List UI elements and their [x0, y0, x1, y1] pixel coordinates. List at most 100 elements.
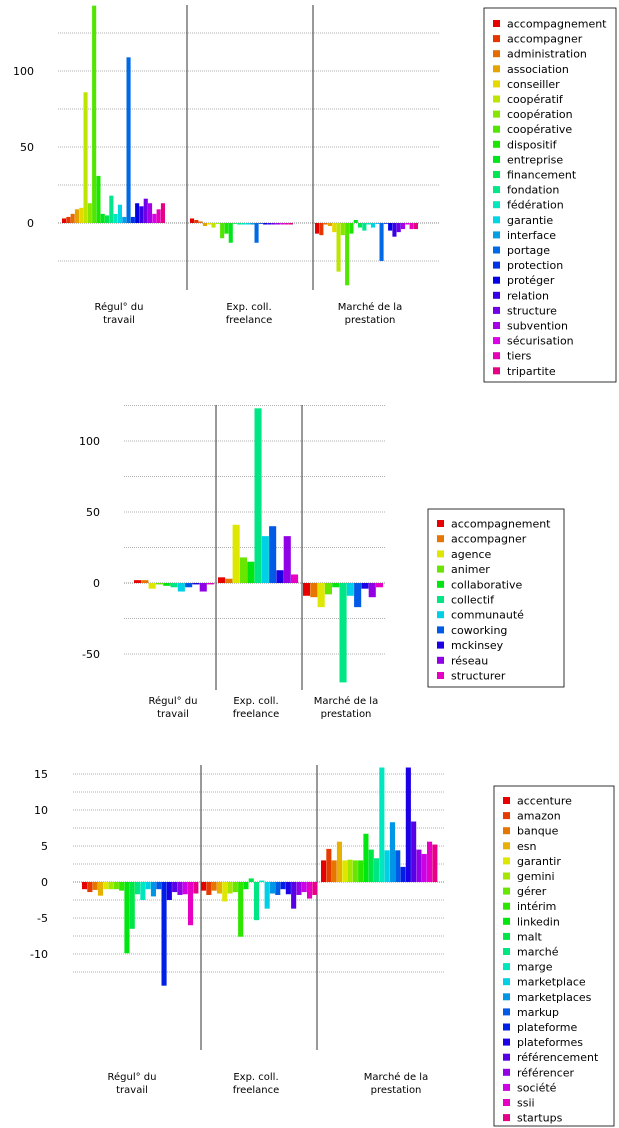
legend-swatch — [437, 550, 444, 558]
bar-accompagner — [66, 216, 71, 223]
legend-entry: coopérative — [507, 123, 572, 136]
bar-marché — [254, 882, 260, 921]
bar-accompagner — [225, 578, 233, 583]
bar-accompagner — [319, 223, 324, 236]
bar-malt — [248, 878, 254, 882]
bar-gemini — [227, 882, 233, 894]
bar-marché — [135, 882, 141, 895]
legend-entry: plateformes — [517, 1036, 583, 1049]
bar-markup — [275, 882, 281, 895]
legend-swatch — [503, 842, 510, 850]
bar-référencement — [411, 821, 417, 882]
bar-accenture — [321, 860, 327, 882]
bar-conseiller — [79, 207, 84, 223]
bar-financement — [105, 215, 110, 223]
bar-administration — [323, 223, 328, 225]
bar-plateforme — [161, 882, 167, 986]
legend-entry: amazon — [517, 810, 561, 823]
legend-entry: réseau — [451, 654, 488, 667]
legend-entry: intérim — [517, 900, 556, 913]
bar-réseau — [368, 583, 376, 598]
bar-dispositif — [224, 223, 229, 234]
bar-coopératif — [83, 92, 88, 223]
legend-entry: accenture — [517, 795, 572, 808]
legend-entry: marge — [517, 961, 553, 974]
group-label: Marché de la — [314, 695, 378, 707]
bar-structure — [271, 223, 276, 225]
bar-linkedin — [124, 882, 130, 954]
group-label: freelance — [226, 315, 273, 326]
legend-entry: linkedin — [517, 915, 560, 928]
bar-protection — [383, 223, 388, 224]
bar-accompagnement — [134, 580, 142, 583]
bar-markup — [156, 882, 162, 890]
legend-swatch — [437, 520, 444, 527]
legend-entry: coopération — [507, 108, 573, 121]
legend-entry: garantie — [507, 214, 553, 227]
legend-entry: structurer — [451, 670, 506, 683]
group-label: prestation — [371, 1085, 422, 1096]
bar-sécurisation — [405, 223, 410, 225]
bar-structurer — [291, 574, 299, 583]
legend-swatch — [503, 932, 510, 940]
bar-coopératif — [336, 223, 341, 272]
legend-swatch — [503, 902, 510, 910]
bar-interface — [250, 223, 255, 225]
bar-collectif — [170, 583, 178, 588]
bar-garantie — [370, 223, 375, 228]
y-tick-label: 15 — [34, 768, 48, 781]
legend-entry: référencement — [517, 1051, 599, 1064]
bar-collectif — [254, 408, 262, 583]
bar-coopération — [87, 203, 92, 223]
bar-financement — [358, 223, 363, 228]
legend-entry: collectif — [451, 594, 495, 607]
bar-protection — [130, 216, 135, 223]
bar-plateforme — [400, 866, 406, 882]
legend-swatch — [437, 596, 444, 603]
legend-entry: dispositif — [507, 138, 558, 151]
legend-swatch — [493, 171, 500, 178]
bar-société — [301, 882, 307, 893]
bar-accompagnement — [315, 223, 320, 234]
bar-collectif — [339, 583, 347, 683]
legend-entry: référencer — [517, 1066, 575, 1079]
legend-swatch — [493, 95, 500, 103]
legend-entry: banque — [517, 825, 559, 838]
legend-entry: coworking — [451, 624, 507, 637]
legend-box — [483, 7, 617, 383]
bar-marché — [374, 858, 380, 882]
bar-accenture — [201, 882, 207, 891]
bar-relation — [267, 223, 272, 225]
bar-tiers — [284, 223, 289, 225]
chart-3: -10 -5 0 5 10 15 Régul° du travail Exp. coll. fre… — [30, 765, 615, 1127]
bar-malt — [129, 882, 135, 929]
legend-swatch — [493, 80, 500, 88]
legend-swatch — [503, 857, 510, 865]
bar-banque — [331, 860, 337, 882]
legend-swatch — [437, 626, 444, 634]
bar-startups — [193, 882, 199, 894]
legend-swatch — [493, 216, 500, 224]
y-tick-label: 0 — [27, 217, 34, 230]
group-label: freelance — [233, 709, 280, 720]
legend-entry: association — [507, 63, 569, 76]
legend-swatch — [493, 35, 500, 43]
bar-tripartite — [413, 223, 418, 230]
legend-swatch — [493, 231, 500, 239]
legend-swatch — [503, 872, 510, 880]
bar-subvention — [276, 223, 281, 225]
bar-gérer — [232, 882, 238, 893]
y-tick-label: 10 — [34, 804, 48, 817]
legend-entry: tripartite — [507, 365, 556, 378]
group-label: Régul° du — [95, 301, 144, 313]
bar-tripartite — [288, 223, 293, 225]
legend-entry: portage — [507, 244, 550, 257]
legend-swatch — [503, 993, 510, 1001]
bar-amazon — [326, 848, 332, 882]
y-tick-label: 5 — [41, 840, 48, 853]
y-tick-label: 50 — [86, 506, 100, 519]
bar-structure — [143, 198, 148, 223]
bar-accompagnement — [190, 218, 195, 223]
legend-swatch — [493, 276, 500, 284]
bar-dispositif — [96, 175, 101, 223]
